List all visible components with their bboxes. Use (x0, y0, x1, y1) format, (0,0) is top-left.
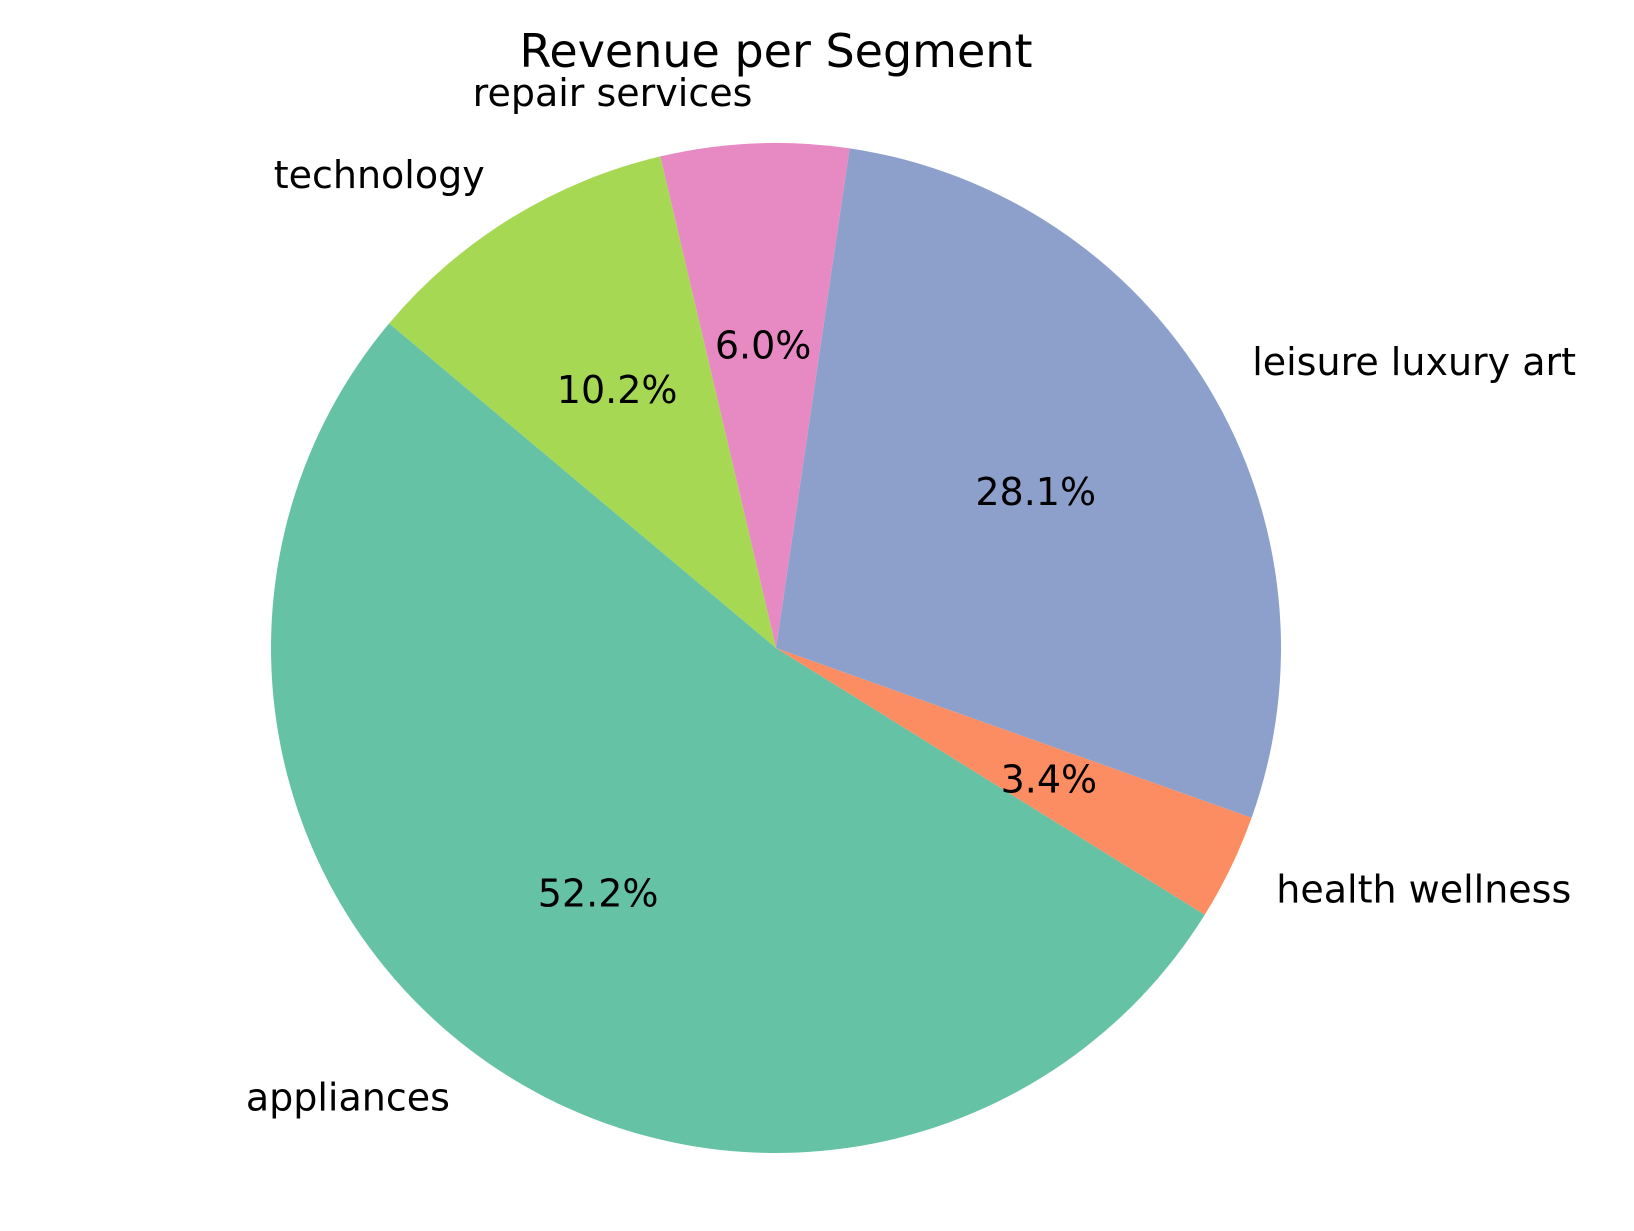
category-label-health-wellness: health wellness (1276, 867, 1571, 911)
category-labels: appliances health wellness leisure luxury … (246, 71, 1576, 1120)
pie-slice-health-wellness (776, 648, 1252, 915)
pie-slice-repair-services (660, 143, 850, 648)
category-label-appliances: appliances (246, 1076, 450, 1120)
percent-label-repair-services: 6.0% (715, 323, 812, 367)
percent-label-technology: 10.2% (557, 368, 678, 412)
percent-label-health-wellness: 3.4% (1001, 758, 1098, 802)
percent-label-appliances: 52.2% (538, 871, 659, 915)
category-label-repair-services: repair services (473, 71, 753, 115)
percent-labels: 52.2% 3.4% 28.1% 6.0% 10.2% (538, 323, 1097, 915)
pie-slice-technology (389, 156, 776, 649)
category-label-technology: technology (274, 153, 485, 197)
pie-slice-appliances (271, 323, 1205, 1153)
category-label-leisure-luxury-art: leisure luxury art (1252, 340, 1576, 384)
percent-label-leisure-luxury-art: 28.1% (975, 470, 1096, 514)
pie-slices (271, 143, 1281, 1153)
chart-title: Revenue per Segment (520, 24, 1033, 78)
pie-slice-leisure-luxury-art (776, 148, 1281, 818)
